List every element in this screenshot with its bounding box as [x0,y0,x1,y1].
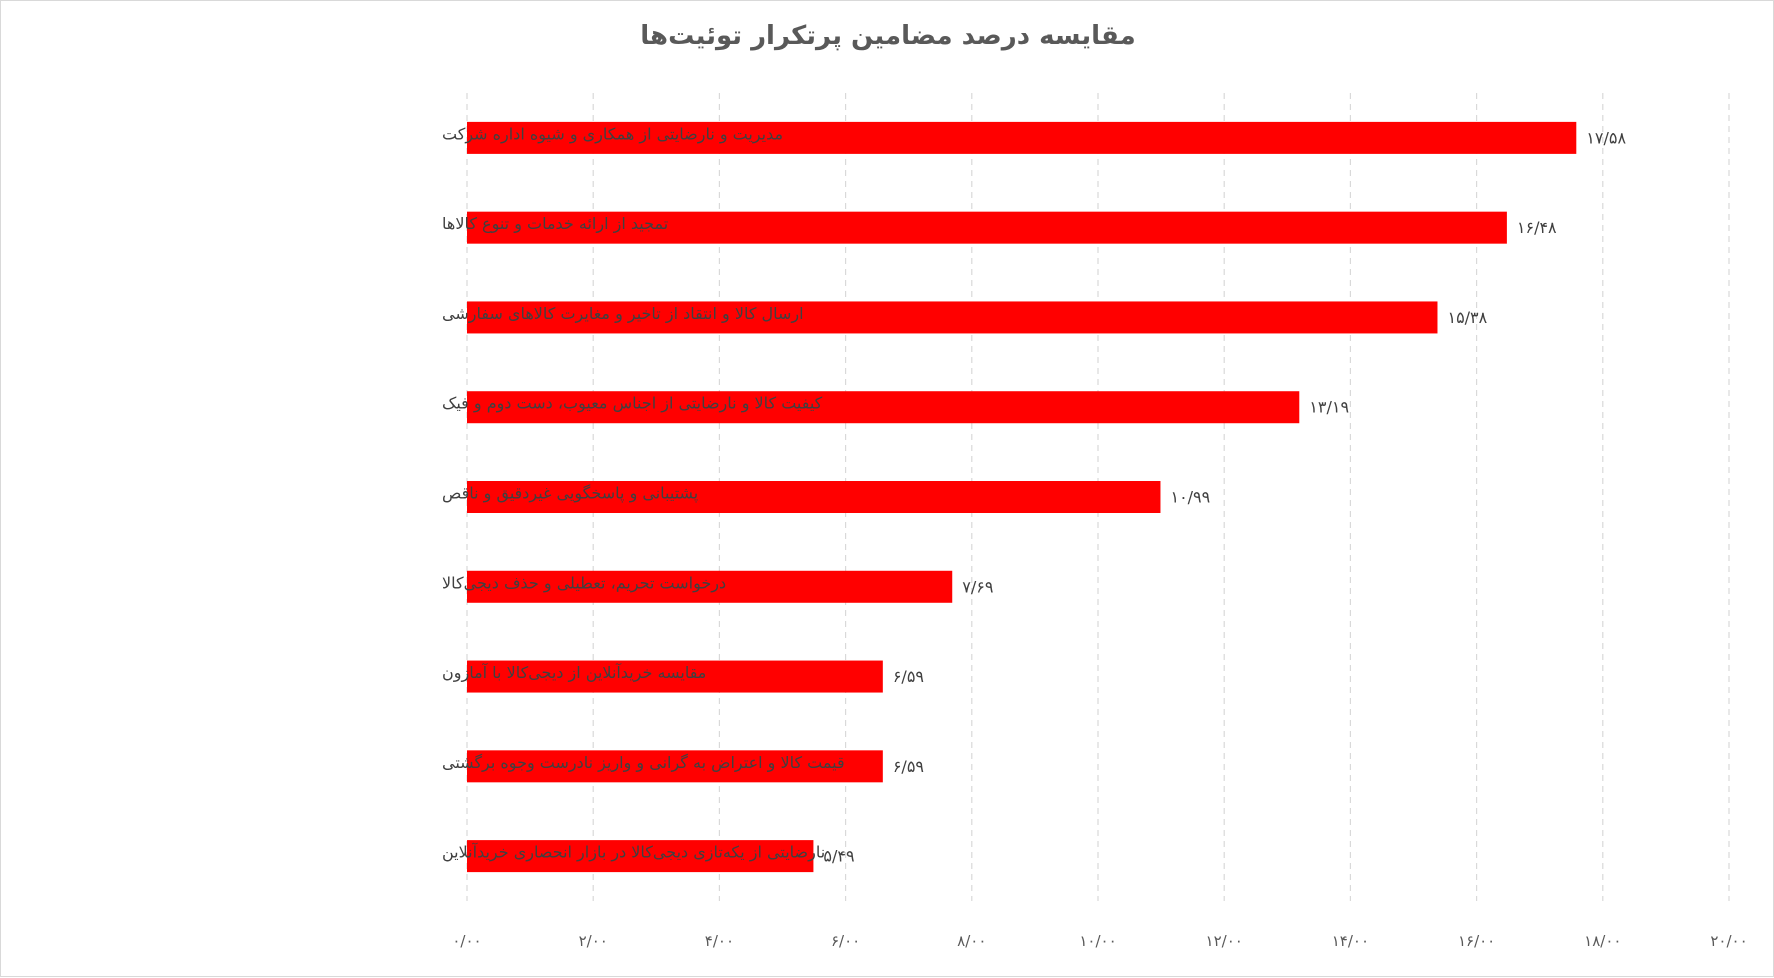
x-tick-label: ۱۰/۰۰ [1079,932,1116,950]
bar [467,301,1438,334]
category-label: پشتیبانی و پاسخگویی غیردقیق و ناقص [442,484,698,504]
data-label: ۱۳/۱۹ [1309,398,1349,417]
bar [467,840,814,873]
data-label: ۷/۶۹ [962,577,993,596]
x-tick-label: ۴/۰۰ [705,932,734,950]
bar [467,660,883,693]
x-tick-label: ۸/۰۰ [957,932,986,950]
category-label: نارضایتی از یکه‌تازی دیجی‌کالا در بازار … [442,843,825,863]
bar [467,211,1507,244]
category-label: مقایسه خریدآنلاین از دیجی‌کالا با آمازون [442,663,706,683]
data-label: ۱۶/۴۸ [1517,218,1557,237]
x-tick-label: ۲۰/۰۰ [1710,932,1747,950]
bar [467,750,883,783]
bar [467,481,1161,513]
x-tick-label: ۱۴/۰۰ [1332,932,1369,950]
x-tick-label: ۶/۰۰ [831,932,860,950]
category-label: قیمت کالا و اعتراض به گرانی و واریز نادر… [442,753,845,773]
data-label: ۱۵/۳۸ [1447,308,1487,327]
category-label: مدیریت و نارضایتی از همکاری و شیوه اداره… [442,124,783,144]
x-tick-label: ۲/۰۰ [579,932,608,950]
x-tick-label: ۱۲/۰۰ [1206,932,1243,950]
bar [467,121,1577,154]
data-label: ۶/۵۹ [893,757,924,776]
category-label: ارسال کالا و انتقاد از تاخیر و مغایرت کا… [442,304,804,324]
data-label: ۱۰/۹۹ [1170,488,1210,507]
data-label: ۵/۴۹ [823,847,854,866]
data-label: ۶/۵۹ [893,667,924,686]
x-tick-label: ۱۸/۰۰ [1584,932,1621,950]
category-label: تمجید از ارائه خدمات و تنوع کالاها [442,214,668,234]
x-tick-label: ۰/۰۰ [452,932,481,950]
bar [467,570,953,603]
x-tick-label: ۱۶/۰۰ [1458,932,1495,950]
category-label: درخواست تحریم، تعطیلی و حذف دیجی‌کالا [442,573,726,593]
bar [467,391,1300,424]
chart-title: مقایسه درصد مضامین پرتکرار توئیت‌ها [640,21,1136,51]
category-label: کیفیت کالا و نارضایتی از اجناس معیوب، دس… [442,394,823,414]
data-label: ۱۷/۵۸ [1586,128,1626,147]
